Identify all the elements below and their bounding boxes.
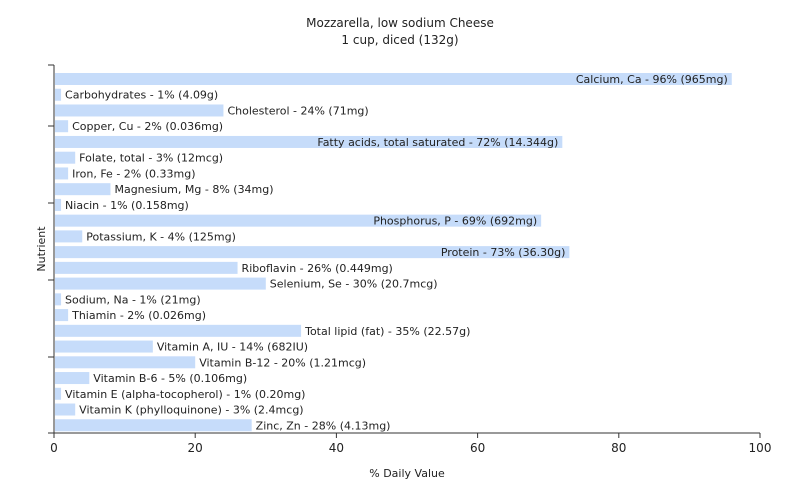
x-tick-label-1: 20 [188, 441, 203, 455]
bar-7 [55, 183, 111, 196]
bar-label-17: Vitamin A, IU - 14% (682IU) [157, 341, 308, 354]
bar-22 [55, 419, 252, 432]
bar-label-0: Calcium, Ca - 96% (965mg) [576, 73, 728, 86]
bar-label-8: Niacin - 1% (0.158mg) [65, 199, 189, 212]
chart-subtitle: 1 cup, diced (132g) [341, 33, 458, 47]
bar-label-9: Phosphorus, P - 69% (692mg) [373, 215, 537, 228]
bar-19 [55, 372, 90, 385]
bar-label-14: Sodium, Na - 1% (21mg) [65, 293, 201, 306]
x-tick-label-0: 0 [50, 441, 58, 455]
bar-label-15: Thiamin - 2% (0.026mg) [71, 309, 206, 322]
bar-14 [55, 293, 62, 306]
bar-0 [55, 73, 732, 85]
x-tick-label-2: 40 [329, 441, 344, 455]
bar-label-20: Vitamin E (alpha-tocopherol) - 1% (0.20m… [65, 388, 305, 401]
bar-12 [55, 261, 238, 274]
bar-label-1: Carbohydrates - 1% (4.09g) [65, 89, 218, 102]
bar-3 [55, 120, 69, 133]
bar-16 [55, 324, 302, 337]
bar-4 [55, 135, 563, 148]
bar-label-11: Protein - 73% (36.30g) [441, 246, 566, 259]
bar-2 [55, 104, 224, 117]
bar-5 [55, 151, 76, 164]
bar-label-6: Iron, Fe - 2% (0.33mg) [72, 167, 195, 180]
bar-18 [55, 356, 196, 369]
bar-13 [55, 277, 266, 290]
bar-1 [55, 88, 62, 101]
bar-20 [55, 387, 62, 400]
bar-label-19: Vitamin B-6 - 5% (0.106mg) [93, 372, 247, 385]
bar-label-5: Folate, total - 3% (12mcg) [79, 152, 223, 165]
y-axis-label: Nutrient [35, 226, 48, 272]
axes-layer [48, 64, 760, 434]
bar-15 [55, 309, 69, 322]
bar-label-12: Riboflavin - 26% (0.449mg) [242, 262, 393, 275]
bar-17 [55, 340, 153, 353]
bar-label-2: Cholesterol - 24% (71mg) [227, 104, 368, 117]
bars-layer: Calcium, Ca - 96% (965mg) Carbohydrates -… [55, 73, 732, 432]
x-axis-label: % Daily Value [369, 467, 445, 480]
bar-label-18: Vitamin B-12 - 20% (1.21mcg) [199, 356, 366, 369]
bar-9 [55, 214, 542, 227]
bar-label-7: Magnesium, Mg - 8% (34mg) [114, 183, 273, 196]
bar-21 [55, 403, 76, 416]
chart-title: Mozzarella, low sodium Cheese [306, 16, 494, 30]
bar-label-3: Copper, Cu - 2% (0.036mg) [72, 120, 223, 133]
x-tick-label-4: 80 [611, 441, 626, 455]
bar-label-22: Zinc, Zn - 28% (4.13mg) [256, 419, 391, 432]
bar-11 [55, 246, 570, 259]
bar-label-21: Vitamin K (phylloquinone) - 3% (2.4mcg) [79, 404, 303, 417]
bar-6 [55, 167, 69, 180]
x-ticks-layer: 0 20 40 60 80 100 [50, 433, 771, 455]
x-tick-label-5: 100 [749, 441, 772, 455]
bar-label-16: Total lipid (fat) - 35% (22.57g) [304, 325, 470, 338]
bar-10 [55, 230, 83, 243]
bar-8 [55, 198, 62, 211]
bar-label-4: Fatty acids, total saturated - 72% (14.3… [317, 136, 558, 149]
bar-label-10: Potassium, K - 4% (125mg) [86, 230, 236, 243]
bar-label-13: Selenium, Se - 30% (20.7mcg) [270, 278, 438, 291]
x-tick-label-3: 60 [470, 441, 485, 455]
